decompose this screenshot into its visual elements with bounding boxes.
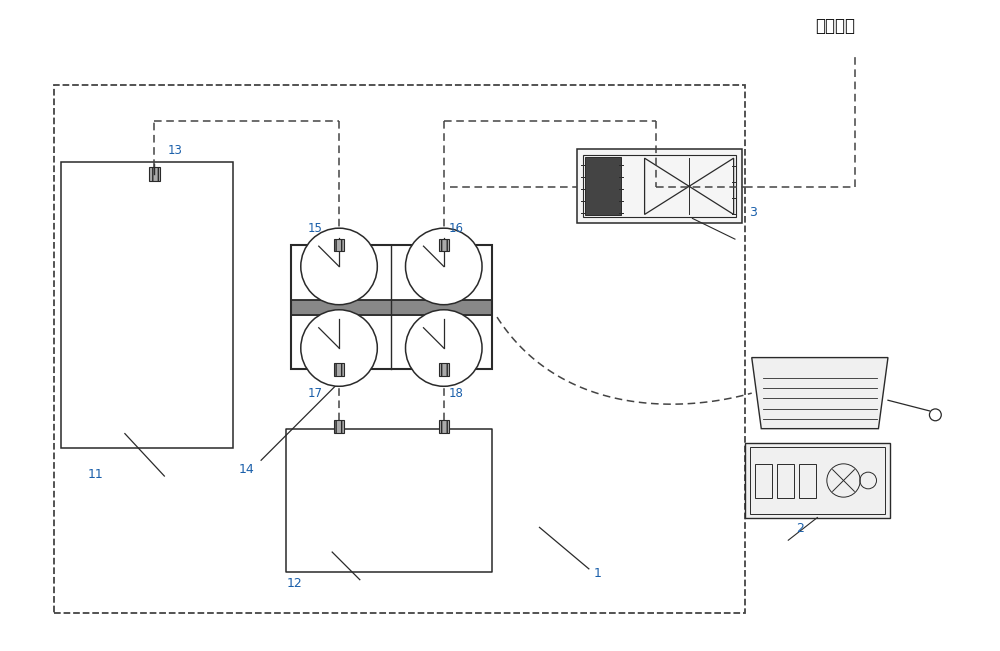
Text: 11: 11 [87,468,103,481]
Bar [583,155,736,217]
Text: 18: 18 [449,387,464,400]
Bar [149,167,160,181]
Text: 1: 1 [594,567,602,580]
Bar [291,314,492,369]
Circle shape [301,229,377,305]
Bar [439,421,449,433]
Bar [777,464,794,497]
Text: 3: 3 [749,206,757,219]
Bar [334,421,344,433]
Circle shape [406,229,482,305]
Bar [286,428,492,572]
Bar [334,239,344,251]
Circle shape [301,310,377,386]
Bar [577,149,742,223]
Bar [799,464,816,497]
Text: 17: 17 [307,387,322,400]
Circle shape [406,310,482,386]
Bar [334,363,344,376]
Bar [61,162,233,449]
Bar [745,443,890,518]
Bar [439,239,449,251]
Bar [585,157,621,215]
Text: 15: 15 [307,222,322,235]
Bar [291,245,492,369]
Bar [291,245,492,299]
Text: 接至室外: 接至室外 [816,17,856,35]
Text: 14: 14 [238,463,254,476]
Bar [755,464,772,497]
Text: 13: 13 [167,145,182,158]
Text: 16: 16 [449,222,464,235]
Text: 12: 12 [287,577,303,590]
Bar [291,299,492,314]
Text: 2: 2 [796,522,804,535]
Bar [750,447,885,514]
Polygon shape [752,357,888,428]
Bar [439,363,449,376]
